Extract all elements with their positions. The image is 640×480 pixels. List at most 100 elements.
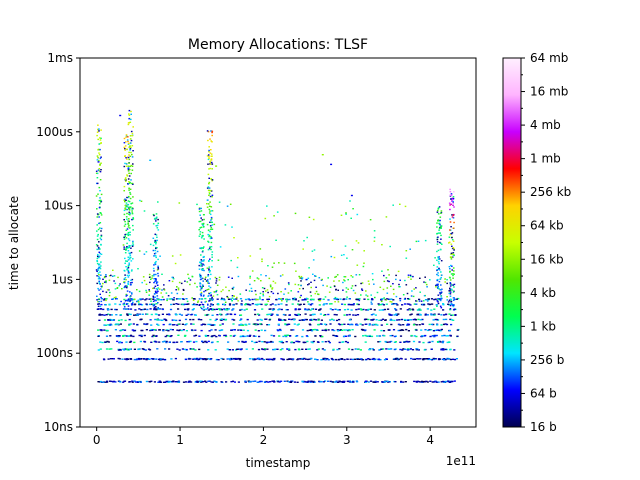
allocation-point: [155, 288, 158, 290]
allocation-point: [450, 243, 453, 245]
allocation-point: [120, 300, 122, 303]
allocation-point: [297, 291, 300, 293]
allocation-point: [157, 275, 160, 277]
allocation-point: [176, 324, 179, 326]
allocation-point: [138, 303, 141, 305]
allocation-point: [286, 324, 289, 326]
allocation-point: [178, 313, 181, 315]
allocation-point: [253, 323, 256, 325]
allocation-point: [399, 329, 402, 332]
allocation-point: [108, 289, 110, 291]
allocation-point: [131, 156, 134, 158]
allocation-point: [318, 277, 321, 279]
allocation-point: [172, 299, 175, 301]
allocation-point: [288, 358, 291, 360]
allocation-point: [100, 253, 103, 255]
allocation-point: [213, 380, 216, 382]
allocation-point: [216, 294, 219, 296]
allocation-point: [240, 308, 243, 311]
allocation-point: [334, 301, 336, 303]
allocation-point: [185, 381, 188, 383]
allocation-point: [239, 335, 243, 337]
allocation-point: [126, 212, 128, 215]
allocation-point: [347, 323, 350, 325]
allocation-point: [392, 299, 395, 301]
allocation-point: [447, 303, 450, 305]
allocation-point: [293, 297, 296, 299]
allocation-point: [209, 138, 211, 140]
allocation-point: [261, 287, 264, 289]
allocation-point: [152, 275, 155, 277]
allocation-point: [366, 295, 369, 297]
allocation-point: [186, 341, 189, 343]
allocation-point: [202, 214, 205, 216]
allocation-point: [116, 340, 119, 343]
allocation-point: [304, 298, 307, 300]
allocation-point: [192, 358, 195, 360]
allocation-point: [157, 258, 159, 261]
allocation-point: [233, 313, 237, 316]
allocation-point: [164, 348, 167, 350]
allocation-point: [256, 277, 259, 279]
allocation-point: [424, 239, 427, 242]
allocation-point: [324, 329, 327, 331]
allocation-point: [442, 323, 446, 326]
allocation-point: [223, 299, 226, 301]
allocation-point: [209, 286, 212, 289]
allocation-point: [260, 303, 263, 306]
allocation-point: [443, 314, 446, 316]
allocation-point: [447, 380, 450, 382]
allocation-point: [343, 323, 346, 325]
allocation-point: [259, 323, 262, 325]
allocation-point: [452, 247, 455, 250]
allocation-point: [115, 323, 118, 325]
allocation-point: [105, 329, 108, 332]
allocation-point: [200, 275, 202, 277]
allocation-point: [208, 330, 211, 332]
allocation-point: [273, 357, 276, 360]
allocation-point: [365, 335, 368, 337]
allocation-point: [132, 183, 134, 185]
allocation-point: [383, 297, 385, 299]
allocation-point: [451, 256, 454, 258]
allocation-point: [226, 309, 229, 311]
allocation-point: [131, 182, 133, 185]
allocation-point: [399, 286, 401, 288]
allocation-point: [452, 227, 455, 229]
allocation-point: [410, 334, 413, 337]
allocation-point: [157, 229, 160, 231]
allocation-point: [202, 268, 204, 270]
allocation-point: [152, 237, 155, 239]
allocation-point: [202, 358, 205, 361]
allocation-point: [444, 323, 447, 325]
allocation-point: [353, 358, 357, 360]
allocation-point: [95, 172, 98, 174]
allocation-point: [319, 308, 322, 310]
allocation-point: [126, 285, 128, 287]
allocation-point: [392, 204, 394, 206]
allocation-point: [161, 319, 164, 321]
allocation-point: [214, 276, 217, 279]
allocation-point: [364, 329, 367, 331]
allocation-point: [207, 229, 210, 231]
allocation-point: [418, 300, 421, 302]
allocation-point: [231, 226, 233, 228]
allocation-point: [125, 266, 127, 268]
allocation-point: [386, 323, 389, 325]
allocation-point: [123, 246, 125, 248]
allocation-point: [436, 324, 439, 326]
allocation-point: [98, 241, 100, 243]
allocation-point: [306, 329, 309, 332]
allocation-point: [417, 318, 420, 321]
allocation-point: [265, 275, 267, 277]
allocation-point: [118, 335, 121, 337]
allocation-point: [239, 293, 242, 295]
allocation-point: [129, 214, 131, 216]
allocation-point: [124, 300, 127, 302]
allocation-point: [154, 263, 157, 266]
allocation-point: [138, 380, 141, 383]
allocation-point: [453, 270, 455, 272]
allocation-point: [308, 267, 310, 269]
allocation-point: [127, 270, 130, 273]
allocation-point: [138, 250, 141, 252]
